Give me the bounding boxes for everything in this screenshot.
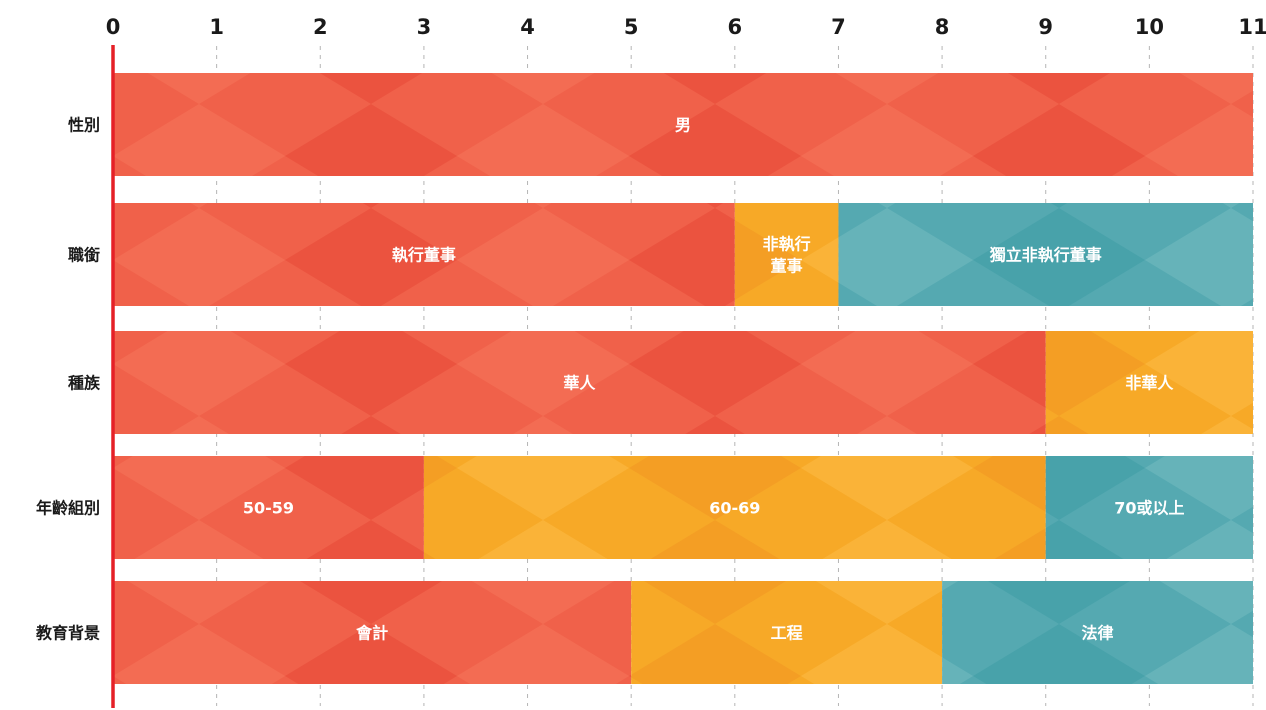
bar-segment-0-0 — [113, 73, 1253, 176]
x-tick-label-7: 7 — [831, 15, 846, 39]
category-label-0: 性別 — [68, 116, 100, 135]
bar-segment-4-0 — [113, 581, 632, 684]
category-label-1: 職銜 — [68, 246, 100, 265]
bar-row-1: 執行董事 非執行董事 獨立非執行董事 — [113, 203, 1253, 306]
x-tick-label-1: 1 — [209, 15, 224, 39]
x-tick-label-4: 4 — [520, 15, 535, 39]
segment-label-3-2: 70或以上 — [1114, 499, 1184, 518]
bar-row-4: 會計 工程 法律 — [113, 581, 1253, 684]
segment-label-4-1: 工程 — [771, 624, 803, 643]
x-tick-label-11: 11 — [1238, 15, 1266, 39]
bar-row-0: 男 — [113, 73, 1253, 176]
x-tick-label-5: 5 — [624, 15, 639, 39]
x-tick-label-0: 0 — [106, 15, 121, 39]
x-tick-label-2: 2 — [313, 15, 328, 39]
bar-segment-1-2 — [838, 203, 1253, 306]
x-tick-label-3: 3 — [417, 15, 432, 39]
segment-label-4-2: 法律 — [1082, 624, 1114, 643]
category-label-4: 教育背景 — [36, 624, 100, 643]
bar-segment-3-0 — [113, 456, 424, 559]
segment-label-2-0: 華人 — [563, 374, 596, 393]
bar-segment-3-2 — [1045, 456, 1253, 559]
bar-segment-2-1 — [1045, 331, 1253, 434]
x-tick-label-6: 6 — [728, 15, 743, 39]
x-tick-labels: 0 1 2 3 4 5 6 7 8 9 10 11 — [106, 15, 1266, 39]
segment-label-1-2: 獨立非執行董事 — [989, 246, 1102, 265]
category-label-3: 年齡組別 — [36, 499, 100, 518]
bar-segment-4-2 — [942, 581, 1253, 684]
x-tick-label-9: 9 — [1038, 15, 1053, 39]
bar-segment-1-0 — [113, 203, 735, 306]
segment-label-2-1: 非華人 — [1125, 374, 1174, 393]
bar-segment-2-0 — [113, 331, 1046, 434]
bar-segment-4-1 — [631, 581, 943, 684]
category-label-2: 種族 — [68, 374, 101, 393]
x-tick-label-8: 8 — [935, 15, 950, 39]
segment-label-3-1: 60-69 — [709, 499, 760, 518]
x-tick-label-10: 10 — [1135, 15, 1164, 39]
segment-label-0-0: 男 — [675, 116, 691, 135]
segment-label-4-0: 會計 — [355, 624, 388, 643]
bar-row-3: 50-59 60-69 70或以上 — [113, 456, 1253, 559]
bar-segment-3-1 — [423, 456, 1046, 559]
segment-label-1-1-0: 非執行 — [763, 235, 811, 254]
segment-label-1-1-1: 董事 — [771, 257, 803, 276]
bar-segment-1-1 — [734, 203, 839, 306]
segment-label-3-0: 50-59 — [243, 499, 294, 518]
bar-row-2: 華人 非華人 — [113, 331, 1253, 434]
segment-label-1-0: 執行董事 — [392, 246, 456, 265]
axes — [111, 44, 1255, 708]
